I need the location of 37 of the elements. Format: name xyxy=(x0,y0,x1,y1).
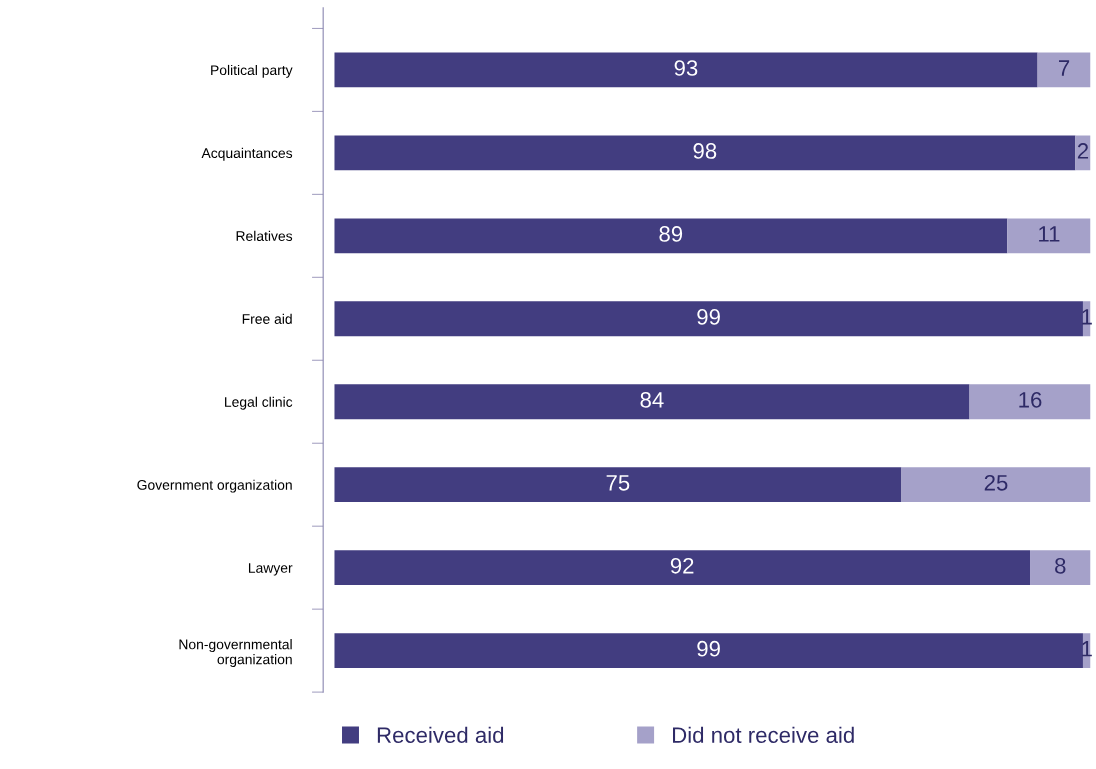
y-tick-label: Free aid xyxy=(242,313,292,324)
bar xyxy=(334,135,1076,171)
data-label: 7 xyxy=(1059,60,1070,76)
data-label: 99 xyxy=(697,309,720,325)
data-label: 98 xyxy=(693,143,717,159)
y-tick-label: Non-governmental organization xyxy=(179,639,292,668)
data-label: 92 xyxy=(670,557,694,574)
data-label: 75 xyxy=(606,475,630,491)
y-tick-label: Lawyer xyxy=(248,563,293,576)
bar xyxy=(901,467,1091,503)
bar xyxy=(1007,218,1091,254)
y-tick-label: Legal clinic xyxy=(225,396,293,410)
data-label: 2 xyxy=(1077,143,1089,159)
data-label: 11 xyxy=(1039,226,1060,242)
data-label: 93 xyxy=(674,60,698,76)
bar xyxy=(1030,550,1091,586)
data-label: 16 xyxy=(1019,391,1042,408)
bar xyxy=(334,384,970,420)
bar xyxy=(334,633,1083,669)
legend-label: Received aid xyxy=(377,726,504,743)
bar xyxy=(1037,52,1091,88)
data-label: 89 xyxy=(659,226,683,242)
bar xyxy=(334,467,902,503)
legend-label: Did not receive aid xyxy=(673,726,854,743)
data-label: 84 xyxy=(640,391,664,408)
bar xyxy=(969,384,1091,420)
y-tick-label: Acquaintances xyxy=(201,147,293,161)
bar xyxy=(334,301,1083,337)
y-tick-label: Relatives xyxy=(236,230,293,241)
data-label: 25 xyxy=(984,474,1008,491)
bar xyxy=(334,550,1031,586)
y-tick-label: Political party xyxy=(211,64,293,78)
bar xyxy=(334,52,1038,88)
data-label: 8 xyxy=(1055,557,1066,574)
y-tick-label: Government organization xyxy=(137,479,292,493)
bar xyxy=(334,218,1008,254)
data-label: 99 xyxy=(697,640,720,657)
